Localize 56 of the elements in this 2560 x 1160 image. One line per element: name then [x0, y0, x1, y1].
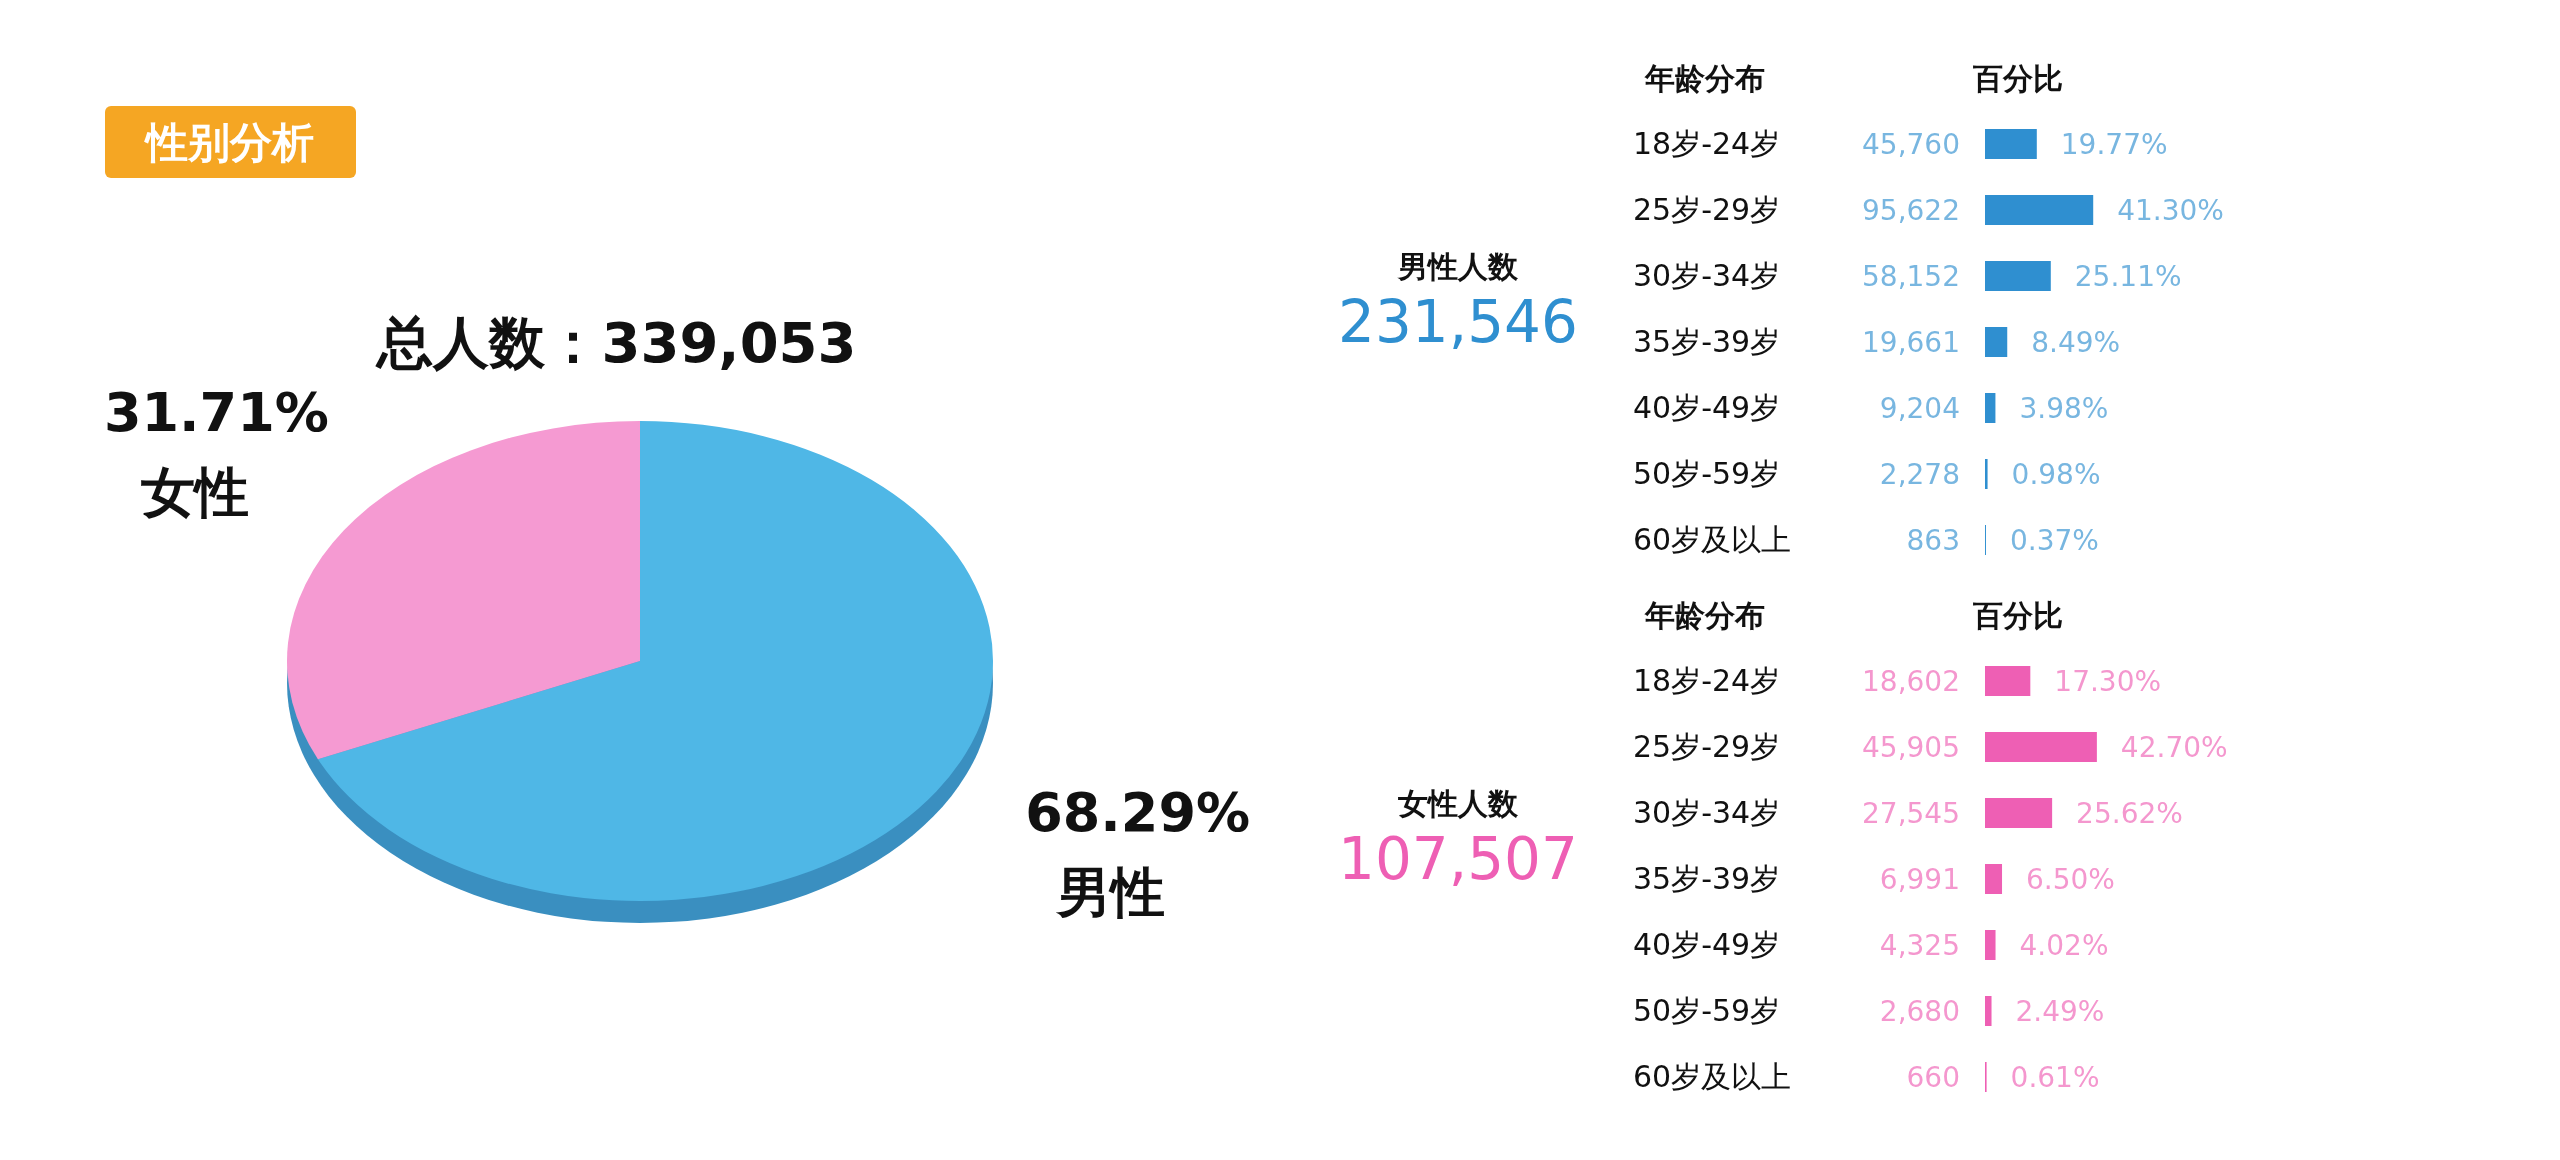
text: 6,991 [1879, 863, 1960, 896]
data-label: 25.11% [2074, 260, 2182, 293]
data-label: 41.30% [2117, 194, 2224, 227]
data-label: 0.61% [2010, 1061, 2100, 1094]
y-tick-label: 35岁-39岁 [1633, 861, 1781, 896]
y-tick-label: 40岁-49岁 [1633, 390, 1781, 425]
y-tick-label: 25岁-29岁 [1633, 192, 1781, 227]
y-tick-label: 18岁-24岁 [1633, 663, 1781, 698]
data-label: 3.98% [2019, 392, 2109, 425]
y-tick-label: 30岁-34岁 [1633, 795, 1781, 830]
text: 107,507 [1338, 825, 1578, 893]
y-axis-title: 年龄分布 [1644, 61, 1765, 96]
chart-title: 性别分析 [144, 118, 314, 167]
data-label: 0.98% [2011, 458, 2101, 491]
text: 27,545 [1862, 797, 1960, 830]
text: 女性人数 [1397, 786, 1519, 821]
slice-label: 男性 [1055, 860, 1166, 924]
text: 231,546 [1338, 288, 1578, 356]
data-label: 0.37% [2009, 524, 2099, 557]
text: 2,278 [1879, 458, 1960, 491]
y-tick-label: 60岁及以上 [1633, 522, 1792, 557]
text: 660 [1906, 1061, 1960, 1094]
y-tick-label: 50岁-59岁 [1633, 456, 1781, 491]
text: 863 [1906, 524, 1960, 557]
y-tick-label: 60岁及以上 [1633, 1059, 1792, 1094]
text: 58,152 [1862, 260, 1960, 293]
text: 18,602 [1862, 665, 1960, 698]
x-axis-title: 百分比 [1972, 61, 2063, 96]
x-axis-title: 百分比 [1972, 598, 2063, 633]
data-label: 68.29% [1025, 780, 1251, 844]
data-label: 8.49% [2031, 326, 2121, 359]
text: 4,325 [1879, 929, 1960, 962]
data-label: 2.49% [2015, 995, 2105, 1028]
slice-label: 女性 [140, 461, 249, 525]
data-label: 17.30% [2054, 665, 2162, 698]
y-axis-title: 年龄分布 [1644, 598, 1765, 633]
text: 19,661 [1862, 326, 1960, 359]
text: 2,680 [1879, 995, 1960, 1028]
y-tick-label: 25岁-29岁 [1633, 729, 1781, 764]
y-tick-label: 40岁-49岁 [1633, 927, 1781, 962]
y-tick-label: 50岁-59岁 [1633, 993, 1781, 1028]
text: 男性人数 [1397, 249, 1519, 284]
text: 95,622 [1862, 194, 1960, 227]
y-tick-label: 35岁-39岁 [1633, 324, 1781, 359]
y-tick-label: 30岁-34岁 [1633, 258, 1781, 293]
text: 45,905 [1862, 731, 1960, 764]
data-label: 19.77% [2060, 128, 2168, 161]
data-label: 4.02% [2019, 929, 2109, 962]
chart-subtitle: 总人数：339,053 [375, 310, 857, 375]
data-label: 25.62% [2076, 797, 2183, 830]
data-label: 6.50% [2026, 863, 2115, 896]
data-label: 42.70% [2120, 731, 2228, 764]
y-tick-label: 18岁-24岁 [1633, 126, 1781, 161]
data-label: 31.71% [103, 381, 329, 445]
text: 45,760 [1862, 128, 1960, 161]
text: 9,204 [1879, 392, 1960, 425]
